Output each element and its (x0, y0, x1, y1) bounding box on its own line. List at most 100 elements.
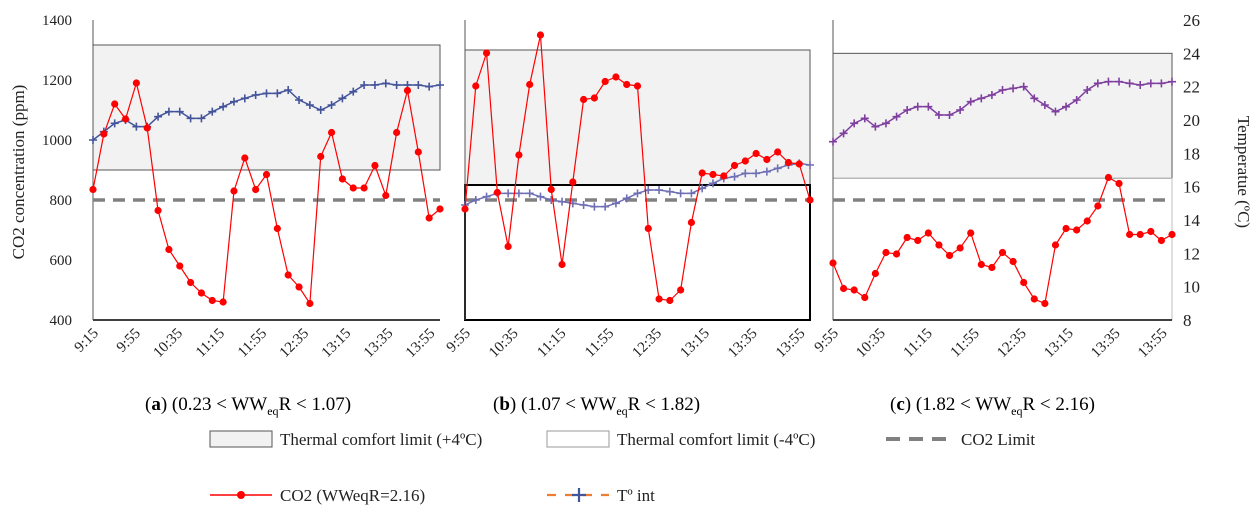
legend-temp-marker (572, 488, 586, 502)
x-tick-label-a: 11:55 (235, 326, 270, 361)
co2-point-b (591, 94, 598, 101)
co2-point-a (252, 186, 259, 193)
temp-point-b (472, 196, 480, 204)
x-tick-label-a: 13:35 (361, 326, 396, 361)
caption-c-sub: eq (1011, 404, 1022, 418)
x-tick-label-b: 11:55 (582, 326, 617, 361)
x-tick-label-b: 13:35 (725, 326, 760, 361)
co2-point-b (763, 156, 770, 163)
temp-point-b (536, 193, 544, 201)
co2-point-c (1084, 217, 1091, 224)
co2-point-c (1126, 231, 1133, 238)
x-tick-label-c: 11:55 (948, 326, 983, 361)
x-tick-label-a: 9:55 (114, 326, 144, 356)
co2-point-a (133, 79, 140, 86)
co2-point-b (645, 225, 652, 232)
co2-point-c (1052, 241, 1059, 248)
co2-point-b (634, 82, 641, 89)
x-tick-label-c: 11:15 (901, 326, 936, 361)
co2-point-b (688, 219, 695, 226)
temp-point-b (666, 188, 674, 196)
co2-point-a (230, 187, 237, 194)
co2-point-a (100, 130, 107, 137)
y-left-tick-label: 1000 (42, 133, 72, 149)
y-right-tick-label: 24 (1183, 44, 1201, 63)
co2-point-a (144, 124, 151, 131)
co2-point-b (558, 261, 565, 268)
legend-co2-marker (237, 491, 245, 499)
co2-point-c (882, 249, 889, 256)
temp-point-b (687, 189, 695, 197)
co2-point-a (360, 184, 367, 191)
x-tick-label-b: 11:15 (534, 326, 569, 361)
panel-c: 9:55 10:35 11:15 11:55 12:35 13:15 13:35 13:55 (812, 20, 1176, 361)
temp-point-b (601, 203, 609, 211)
caption-a-sub: eq (267, 404, 278, 418)
x-tick-label-c: 13:15 (1041, 326, 1076, 361)
co2-point-b (796, 160, 803, 167)
co2-point-b (774, 148, 781, 155)
co2-point-b (699, 169, 706, 176)
co2-point-c (978, 261, 985, 268)
co2-point-c (967, 229, 974, 236)
x-tick-label-c: 12:35 (994, 326, 1029, 361)
caption-b-pre: (1.07 < WW (521, 394, 616, 415)
y-left-tick-label: 800 (50, 193, 73, 209)
co2-point-a (382, 192, 389, 199)
co2-point-b (742, 157, 749, 164)
panel-b: 9:55 10:35 11:15 11:55 12:35 13:15 13:35 13:55 (444, 20, 814, 361)
co2-point-c (1168, 231, 1175, 238)
caption-b: (b) (1.07 < WWeqR < 1.82) (493, 394, 700, 419)
co2-point-c (1137, 231, 1144, 238)
panel-a: 9:15 9:55 10:35 11:15 11:55 12:35 13:15 13:35 13… (72, 20, 444, 361)
co2-point-b (569, 178, 576, 185)
x-tick-label-a: 11:15 (193, 326, 228, 361)
co2-point-b (709, 171, 716, 178)
caption-a-pre: (0.23 < WW (172, 394, 267, 415)
caption-a-post: R < 1.07) (279, 394, 351, 415)
caption-c-post: R < 2.16) (1023, 394, 1095, 415)
caption-c: (c) (1.82 < WWeqR < 2.16) (890, 394, 1095, 419)
co2-point-c (1041, 300, 1048, 307)
co2-point-c (861, 294, 868, 301)
co2-point-b (505, 243, 512, 250)
x-tick-label-a: 13:55 (403, 326, 438, 361)
co2-series-line-c (833, 178, 1172, 304)
co2-point-b (623, 81, 630, 88)
co2-point-c (925, 229, 932, 236)
co2-point-a (393, 129, 400, 136)
co2-point-c (1062, 225, 1069, 232)
co2-point-c (957, 244, 964, 251)
co2-point-c (935, 241, 942, 248)
y-right-tick-label: 18 (1183, 144, 1200, 163)
y-left-axis-title: CO2 concentration (ppm) (9, 85, 28, 260)
y-right-tick-label: 26 (1183, 11, 1200, 30)
co2-point-b (548, 186, 555, 193)
x-tick-label-a: 13:15 (319, 326, 354, 361)
co2-point-b (612, 73, 619, 80)
co2-point-b (655, 295, 662, 302)
y-left-tick-label: 1400 (42, 13, 72, 29)
temp-point-b (526, 189, 534, 197)
temp-point-b (634, 189, 642, 197)
temp-point-b (590, 203, 598, 211)
co2-point-a (274, 225, 281, 232)
y-right-tick-label: 16 (1183, 178, 1200, 197)
co2-point-a (295, 283, 302, 290)
co2-point-a (426, 214, 433, 221)
co2-point-c (840, 285, 847, 292)
co2-point-b (580, 96, 587, 103)
temp-point-b (515, 189, 523, 197)
y-right-tick-label: 14 (1183, 211, 1201, 230)
co2-point-a (371, 162, 378, 169)
x-tick-label-c: 10:35 (853, 326, 888, 361)
co2-point-c (1009, 258, 1016, 265)
y-right-tick-label: 22 (1183, 78, 1200, 97)
co2-point-a (187, 279, 194, 286)
legend-comfort-lower-swatch (547, 431, 609, 447)
co2-point-c (1105, 174, 1112, 181)
co2-point-b (720, 172, 727, 179)
x-tick-label-b: 9:55 (444, 326, 474, 356)
legend-temp-label: Tº int (617, 486, 655, 505)
